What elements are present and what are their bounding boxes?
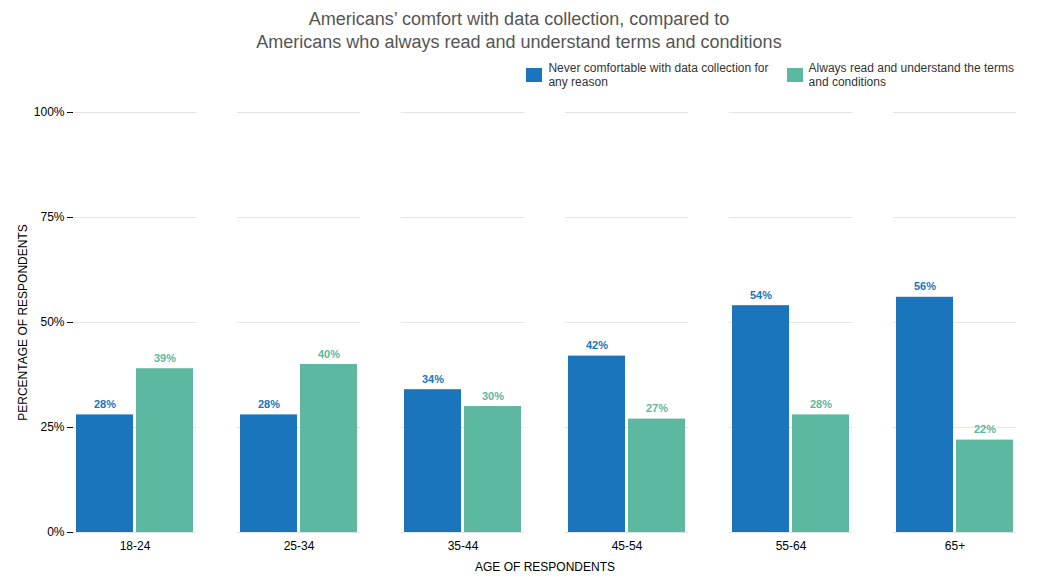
svg-text:75%: 75% [40,210,64,224]
svg-text:28%: 28% [258,398,280,410]
svg-text:55-64: 55-64 [776,539,807,553]
html-text:Never comfortable with data co: Never comfortable with data collection f… [548,61,769,90]
html-text:Americans’ comfort with data c: Americans’ comfort with data collection,… [256,9,782,52]
svg-text:AGE OF RESPONDENTS: AGE OF RESPONDENTS [475,559,615,573]
svg-text:50%: 50% [40,315,64,329]
svg-text:18-24: 18-24 [120,539,151,553]
svg-text:25-34: 25-34 [284,539,315,553]
svg-text:30%: 30% [482,389,504,401]
svg-text:22%: 22% [974,423,996,435]
svg-text:42%: 42% [586,339,608,351]
svg-text:28%: 28% [810,398,832,410]
svg-text:PERCENTAGE OF RESPONDENTS: PERCENTAGE OF RESPONDENTS [16,224,30,420]
svg-text:27%: 27% [646,402,668,414]
svg-text:100%: 100% [34,105,65,119]
svg-text:39%: 39% [154,351,176,363]
html-text:Always read and understand the: Always read and understand the terms and… [808,61,1014,90]
svg-text:0%: 0% [47,525,65,539]
svg-text:45-54: 45-54 [612,539,643,553]
svg-text:56%: 56% [914,280,936,292]
svg-text:25%: 25% [40,420,64,434]
svg-text:65+: 65+ [945,539,965,553]
svg-text:54%: 54% [750,288,772,300]
svg-text:40%: 40% [318,347,340,359]
svg-text:34%: 34% [422,372,444,384]
svg-text:28%: 28% [94,398,116,410]
svg-text:35-44: 35-44 [448,539,479,553]
